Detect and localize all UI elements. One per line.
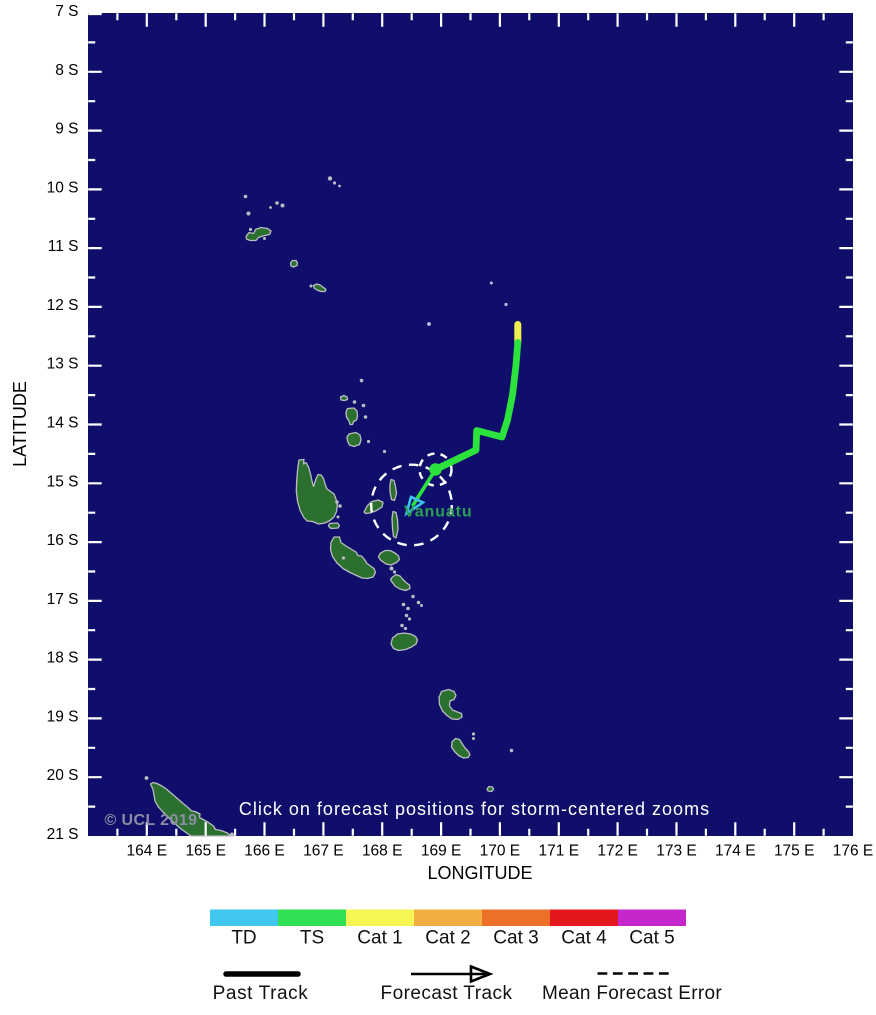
- svg-text:168 E: 168 E: [362, 843, 403, 860]
- svg-text:Cat 2: Cat 2: [425, 928, 470, 949]
- svg-text:173 E: 173 E: [656, 843, 697, 860]
- svg-text:LATITUDE: LATITUDE: [10, 381, 30, 467]
- svg-text:19 S: 19 S: [47, 708, 79, 725]
- svg-text:16 S: 16 S: [47, 532, 79, 549]
- svg-text:164 E: 164 E: [127, 843, 168, 860]
- svg-text:167 E: 167 E: [303, 843, 344, 860]
- svg-text:165 E: 165 E: [185, 843, 226, 860]
- svg-text:Cat 3: Cat 3: [493, 928, 538, 949]
- svg-text:Mean Forecast Error: Mean Forecast Error: [542, 983, 722, 1004]
- svg-text:Vanuatu: Vanuatu: [404, 504, 473, 521]
- svg-text:21 S: 21 S: [47, 826, 79, 843]
- svg-text:171 E: 171 E: [539, 843, 580, 860]
- svg-text:11 S: 11 S: [48, 238, 79, 255]
- svg-text:7 S: 7 S: [55, 3, 78, 20]
- svg-text:169 E: 169 E: [421, 843, 462, 860]
- svg-text:17 S: 17 S: [47, 591, 79, 608]
- svg-text:166 E: 166 E: [244, 843, 285, 860]
- svg-text:Cat 5: Cat 5: [629, 928, 674, 949]
- svg-text:14 S: 14 S: [47, 415, 79, 432]
- svg-text:15 S: 15 S: [47, 473, 79, 490]
- svg-text:© UCL 2019: © UCL 2019: [105, 812, 198, 829]
- svg-text:20 S: 20 S: [47, 767, 79, 784]
- svg-text:174 E: 174 E: [715, 843, 756, 860]
- svg-text:8 S: 8 S: [55, 62, 78, 79]
- svg-text:LONGITUDE: LONGITUDE: [427, 863, 532, 883]
- svg-text:175 E: 175 E: [774, 843, 815, 860]
- svg-text:12 S: 12 S: [47, 297, 79, 314]
- svg-text:TD: TD: [231, 928, 256, 949]
- svg-text:Cat 4: Cat 4: [561, 928, 607, 949]
- svg-text:TS: TS: [300, 928, 324, 949]
- svg-text:Past Track: Past Track: [213, 983, 309, 1004]
- svg-text:Forecast Track: Forecast Track: [381, 983, 513, 1004]
- svg-text:9 S: 9 S: [55, 121, 78, 138]
- svg-text:13 S: 13 S: [47, 356, 79, 373]
- svg-text:176 E: 176 E: [833, 843, 874, 860]
- svg-text:172 E: 172 E: [597, 843, 638, 860]
- svg-text:Click on forecast positions fo: Click on forecast positions for storm-ce…: [239, 799, 710, 819]
- svg-text:10 S: 10 S: [47, 179, 79, 196]
- svg-text:18 S: 18 S: [47, 650, 79, 667]
- svg-text:170 E: 170 E: [480, 843, 521, 860]
- svg-text:Cat 1: Cat 1: [357, 928, 402, 949]
